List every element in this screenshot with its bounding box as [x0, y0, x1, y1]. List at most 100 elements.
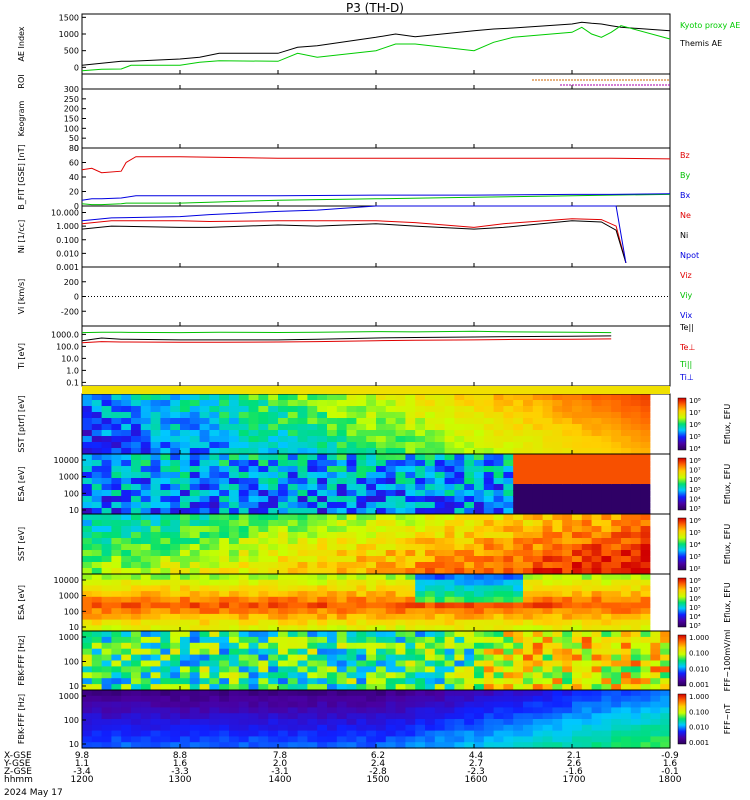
heatmap-cell: [542, 484, 553, 491]
heatmap-cell: [287, 579, 299, 586]
heatmap-cell: [523, 418, 534, 425]
heatmap-cell: [601, 579, 612, 586]
heatmap-cell: [376, 538, 387, 545]
heatmap-cell: [327, 596, 338, 604]
heatmap-cell: [189, 585, 201, 592]
heatmap-cell: [611, 484, 622, 491]
heatmap-cell: [601, 466, 612, 473]
orbit-value: 1600: [465, 775, 488, 785]
heatmap-cell: [268, 690, 279, 697]
heatmap-cell: [346, 707, 357, 714]
orbit-value: 1.1: [75, 759, 89, 769]
heatmap-cell: [287, 684, 299, 691]
heatmap-cell: [513, 478, 524, 485]
y-axis-label: FBK-FFF [Hz]: [17, 635, 26, 685]
heatmap-cell: [581, 678, 593, 685]
heatmap-cell: [630, 602, 642, 609]
heatmap-cell: [366, 556, 377, 563]
heatmap-cell: [503, 713, 514, 720]
heatmap-cell: [611, 596, 622, 604]
heatmap-cell: [248, 684, 259, 691]
heatmap-cell: [297, 472, 308, 479]
heatmap-cell: [444, 442, 455, 449]
heatmap-cell: [189, 666, 201, 673]
heatmap-cell: [650, 442, 661, 449]
heatmap-cell: [532, 591, 544, 598]
heatmap-cell: [327, 544, 338, 551]
heatmap-cell: [415, 460, 426, 467]
heatmap-cell: [591, 730, 602, 737]
heatmap-cell: [180, 690, 191, 697]
heatmap-cell: [454, 631, 465, 638]
heatmap-cell: [483, 442, 495, 449]
heatmap-cell: [180, 568, 191, 575]
heatmap-cell: [219, 678, 230, 685]
heatmap-cell: [199, 418, 210, 425]
heatmap-cell: [366, 430, 377, 437]
heatmap-cell: [366, 406, 377, 413]
heatmap-cell: [552, 736, 563, 743]
heatmap-cell: [532, 684, 544, 691]
heatmap-cell: [327, 625, 338, 632]
heatmap-cell: [238, 544, 250, 551]
heatmap-cell: [523, 654, 534, 662]
heatmap-cell: [464, 538, 475, 545]
heatmap-cell: [542, 585, 553, 592]
heatmap-cell: [336, 478, 348, 485]
heatmap-cell: [209, 466, 220, 473]
heatmap-cell: [385, 707, 397, 714]
heatmap-cell: [297, 574, 308, 581]
heatmap-cell: [160, 642, 171, 650]
heatmap-cell: [91, 591, 103, 598]
y-axis-label: ESA [eV]: [17, 467, 26, 502]
heatmap-cell: [189, 608, 201, 615]
heatmap-cell: [483, 418, 495, 425]
heatmap-cell: [513, 532, 524, 539]
heatmap-cell: [111, 526, 122, 533]
heatmap-cell: [493, 514, 504, 521]
heatmap-cell: [621, 701, 632, 708]
heatmap-cell: [258, 466, 269, 473]
heatmap-cell: [454, 579, 465, 586]
heatmap-cell: [532, 514, 544, 521]
heatmap-cell: [229, 490, 240, 497]
heatmap-cell: [650, 672, 661, 679]
heatmap-cell: [483, 636, 495, 644]
y-tick-label: 250: [64, 95, 79, 104]
heatmap-cell: [258, 424, 269, 431]
heatmap-cell: [572, 424, 583, 431]
heatmap-cell: [376, 556, 387, 563]
heatmap-cell: [140, 466, 152, 473]
heatmap-cell: [464, 442, 475, 449]
heatmap-cell: [258, 556, 269, 563]
heatmap-cell: [366, 591, 377, 598]
heatmap-cell: [483, 713, 495, 720]
heatmap-cell: [434, 526, 446, 533]
heatmap-cell: [219, 412, 230, 419]
heatmap-cell: [532, 724, 544, 732]
heatmap-cell: [660, 424, 671, 431]
heatmap-cell: [248, 690, 259, 697]
heatmap-cell: [660, 502, 671, 509]
heatmap-cell: [493, 736, 504, 743]
heatmap-cell: [405, 719, 416, 726]
y-tick-label: 10.0: [61, 354, 79, 363]
heatmap-cell: [415, 430, 426, 437]
heatmap-cell: [660, 690, 671, 697]
heatmap-cell: [180, 532, 191, 539]
heatmap-cell: [121, 695, 132, 703]
orbit-value: -2.3: [467, 767, 485, 777]
heatmap-cell: [336, 496, 348, 503]
heatmap-cell: [385, 418, 397, 425]
heatmap-cell: [464, 550, 475, 557]
heatmap-cell: [376, 648, 387, 656]
heatmap-cell: [238, 736, 250, 743]
heatmap-cell: [150, 724, 161, 732]
heatmap-cell: [366, 596, 377, 604]
heatmap-cell: [268, 701, 279, 708]
heatmap-cell: [170, 672, 181, 679]
heatmap-cell: [591, 690, 602, 697]
heatmap-cell: [140, 719, 152, 726]
y-tick-label: 200: [64, 278, 79, 287]
heatmap-cell: [258, 550, 269, 557]
